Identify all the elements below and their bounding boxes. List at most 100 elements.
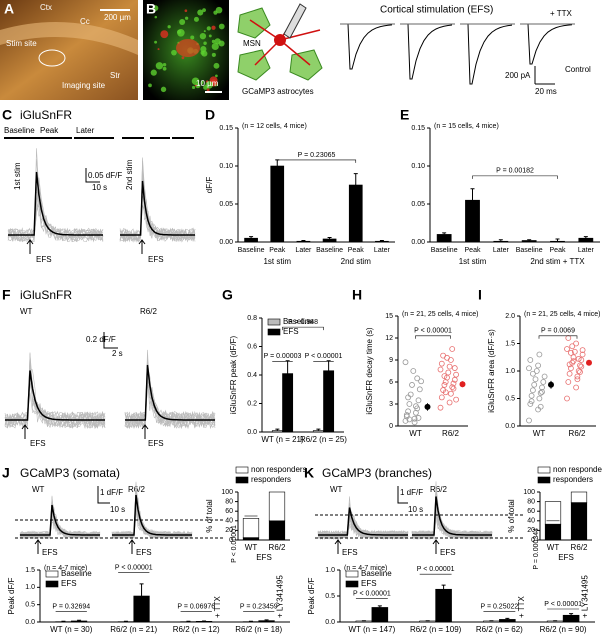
note: (n = 21, 25 cells, 4 mice) <box>524 311 600 318</box>
data-point <box>406 401 413 407</box>
bar <box>371 607 389 623</box>
y-axis-label: Peak dF/F <box>7 577 16 614</box>
legend-label: EFS <box>283 327 299 336</box>
cell-spot <box>191 77 200 86</box>
legend-label: responders <box>553 475 593 484</box>
stim-arrow <box>334 539 342 554</box>
bar <box>578 237 594 243</box>
bar <box>436 234 452 243</box>
group-label: 2nd stim + TTX <box>530 257 585 266</box>
data-point <box>406 416 413 423</box>
data-point <box>537 390 544 396</box>
p-value: P < 0.00001 <box>544 601 582 608</box>
panel-label: E <box>400 107 409 123</box>
data-point <box>528 392 535 399</box>
panel-title: GCaMP3 (branches) <box>322 466 432 480</box>
x-tick-label: R6/2 <box>571 543 588 552</box>
efs-label: EFS <box>440 548 456 557</box>
data-point <box>415 397 422 404</box>
ephys-trace <box>520 23 573 65</box>
treatment-label: + LY341495 <box>581 575 590 618</box>
group-label: R6/2 <box>140 307 157 316</box>
data-point <box>527 401 534 407</box>
p-value: P < 0.00001 <box>353 590 391 597</box>
data-point <box>453 371 460 378</box>
data-point <box>526 365 532 372</box>
panel-label: H <box>352 287 362 303</box>
trace <box>317 505 408 540</box>
data-point <box>447 390 454 397</box>
panel-label: A <box>4 1 14 17</box>
panel-title: GCaMP3 (somata) <box>20 466 120 480</box>
data-point <box>446 399 453 406</box>
ephys-trace <box>400 23 453 80</box>
data-point <box>405 394 412 401</box>
error-bar <box>555 238 560 242</box>
error-bar <box>249 236 254 239</box>
stim-label: 2nd stim <box>125 159 134 190</box>
panel-label: I <box>478 287 482 303</box>
bar <box>258 620 275 623</box>
cell-spot <box>155 62 164 70</box>
y-tick-label: 0.5 <box>25 602 35 609</box>
phase: Peak <box>40 126 59 135</box>
data-point <box>571 348 578 355</box>
group-label: WT <box>32 485 45 494</box>
data-point <box>565 335 572 341</box>
x-tick-label: Peak <box>269 247 285 254</box>
error-bar <box>316 428 321 431</box>
stacked-bar <box>242 537 260 541</box>
y-tick-label: 12 <box>385 335 393 342</box>
data-point <box>441 373 448 380</box>
x-tick-label: R6/2 <box>269 543 286 552</box>
cells <box>148 5 225 93</box>
y-axis-label: % of total <box>205 499 214 533</box>
cell-spot <box>218 40 225 47</box>
bar <box>435 588 452 623</box>
trace <box>411 505 493 540</box>
y-tick-label: 40 <box>225 518 233 525</box>
y-tick-label: 0.15 <box>411 125 425 132</box>
bar <box>312 430 324 433</box>
y-tick-label: 0.6 <box>247 343 257 350</box>
label: Ctx <box>40 3 52 12</box>
bar <box>296 240 311 243</box>
y-tick-label: 20 <box>225 527 233 534</box>
label: Stim site <box>6 39 37 48</box>
error-bar <box>77 619 82 621</box>
bar <box>521 240 537 243</box>
data-point <box>579 351 586 358</box>
data-point <box>450 385 457 392</box>
bar <box>550 240 565 243</box>
treatment-label: + TTX <box>213 595 222 618</box>
panel-label: F <box>2 287 11 303</box>
label: GCaMP3 astrocytes <box>242 87 314 96</box>
cell-spot <box>199 32 207 40</box>
error-bar <box>441 584 446 590</box>
data-point <box>445 369 452 376</box>
efs-label: EFS <box>342 548 358 557</box>
y-tick-label: 0.0 <box>325 619 335 626</box>
p-value: P = 0.0069 <box>541 328 575 335</box>
x-tick-label: Baseline <box>316 247 343 254</box>
label: Str <box>110 71 121 80</box>
panel-label: C <box>2 107 12 123</box>
bar <box>133 595 150 623</box>
note: (n = 12 cells, 4 mice) <box>242 123 307 130</box>
efs-label: EFS <box>148 255 164 264</box>
y-tick-label: 9 <box>389 357 393 364</box>
error-bar <box>379 239 384 242</box>
y-tick-label: 100 <box>523 489 535 496</box>
cell-spot <box>197 9 204 16</box>
data-point <box>403 412 410 418</box>
scale-label: 10 s <box>110 505 125 514</box>
y-tick-label: 80 <box>225 498 233 505</box>
mean-trace <box>412 496 492 536</box>
note: (n = 4-7 mice) <box>344 565 387 572</box>
data-point <box>530 387 536 394</box>
group-label: 1st stim <box>263 257 291 266</box>
data-point <box>536 351 543 358</box>
data-point <box>438 360 445 367</box>
mean-trace <box>5 370 105 421</box>
x-tick-label: Baseline <box>238 247 265 254</box>
